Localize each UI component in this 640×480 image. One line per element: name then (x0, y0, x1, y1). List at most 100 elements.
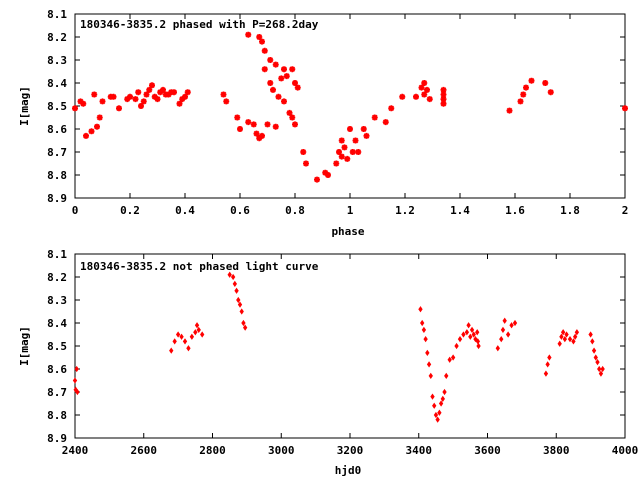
phased-data-point (154, 96, 161, 103)
phased-data-point (421, 91, 428, 98)
phased-y-tick-label: 8.1 (47, 8, 67, 21)
phased-data-point (338, 153, 345, 160)
unphased-data-point (545, 361, 550, 368)
phased-data-point (426, 96, 433, 103)
unphased-data-point (598, 370, 604, 377)
phased-x-tick-label: 0.2 (120, 204, 140, 217)
phased-data-point (256, 34, 263, 40)
unphased-x-tick-label: 2800 (199, 444, 226, 457)
phased-data-point (261, 66, 268, 73)
phased-data-point (140, 98, 147, 105)
phased-data-point (547, 89, 554, 96)
unphased-data-point (567, 335, 573, 343)
phased-data-point (264, 121, 271, 128)
unphased-data-point (559, 333, 564, 340)
phased-data-point (94, 123, 100, 130)
phased-data-point (440, 91, 447, 98)
unphased-data-point (466, 322, 471, 329)
unphased-data-point (75, 388, 80, 396)
unphased-data-point (560, 329, 566, 336)
phased-data-point (272, 123, 279, 130)
unphased-data-point (236, 296, 241, 304)
unphased-light-curve-panel: 180346-3835.2 not phased light curve hjd… (18, 248, 638, 477)
unphased-data-point (444, 372, 449, 380)
phased-data-point (91, 91, 98, 98)
phased-y-tick-label: 8.2 (47, 31, 67, 44)
phased-y-tick-label: 8.8 (47, 169, 67, 182)
unphased-y-tick-label: 8.8 (47, 409, 67, 422)
unphased-data-point (500, 326, 506, 334)
unphased-data-point (588, 331, 593, 338)
unphased-chart-title: 180346-3835.2 not phased light curve (80, 260, 319, 273)
phased-data-point (165, 91, 172, 98)
phased-data-point (261, 47, 268, 54)
phased-data-point (135, 89, 142, 96)
unphased-data-point (471, 331, 476, 338)
phased-data-point (283, 73, 290, 80)
unphased-x-tick-label: 3800 (543, 444, 570, 457)
phased-data-point (363, 132, 370, 139)
unphased-x-tick-label: 3000 (268, 444, 295, 457)
phased-data-point (322, 169, 329, 176)
phased-data-point (360, 126, 367, 132)
phased-data-point (220, 91, 227, 98)
phased-data-point (146, 86, 153, 93)
phased-data-point (336, 149, 342, 155)
phased-data-point (267, 57, 274, 63)
phased-data-point (83, 132, 89, 139)
phased-data-point (520, 91, 527, 98)
phased-data-point (289, 114, 296, 121)
phased-data-point (371, 114, 378, 121)
phased-x-tick-label: 1.2 (395, 204, 415, 217)
phased-data-point (528, 77, 535, 84)
unphased-data-point (590, 338, 595, 345)
phased-data-point (292, 80, 298, 86)
phased-data-point (542, 80, 549, 86)
phased-data-point (176, 100, 183, 107)
unphased-y-tick-label: 8.3 (47, 294, 67, 307)
phased-data-point (267, 80, 274, 86)
phased-x-tick-label: 1.6 (505, 204, 525, 217)
phased-data-point (116, 105, 122, 112)
unphased-data-point (438, 400, 444, 407)
unphased-data-point (502, 317, 507, 324)
unphased-data-point (505, 331, 511, 338)
phased-data-point (80, 100, 87, 107)
phased-data-point (96, 114, 103, 121)
unphased-y-tick-label: 8.6 (47, 363, 67, 376)
phased-data-point (149, 82, 155, 89)
unphased-data-point (457, 335, 463, 343)
phased-x-axis-label: phase (331, 225, 364, 238)
unphased-data-point (571, 338, 576, 345)
phased-data-point (132, 96, 139, 103)
unphased-data-point (196, 326, 201, 334)
unphased-y-tick-label: 8.1 (47, 248, 67, 261)
unphased-y-tick-label: 8.4 (47, 317, 67, 330)
unphased-data-point (454, 342, 459, 350)
unphased-x-tick-label: 2600 (131, 444, 158, 457)
unphased-data-point (469, 326, 475, 334)
phased-data-point (110, 93, 117, 100)
phased-x-tick-label: 1.4 (450, 204, 470, 217)
phased-data-point (143, 91, 150, 98)
unphased-data-point (461, 331, 466, 338)
unphased-data-point (572, 333, 578, 340)
phased-data-point (506, 107, 513, 114)
phased-x-tick-label: 1.8 (560, 204, 580, 217)
unphased-data-point (241, 319, 246, 327)
phased-data-point (179, 96, 186, 103)
unphased-x-tick-label: 3600 (474, 444, 501, 457)
unphased-data-point (193, 329, 198, 336)
phased-y-tick-label: 8.7 (47, 146, 67, 159)
unphased-data-point (509, 322, 514, 329)
phased-data-point (418, 84, 425, 91)
phased-data-point (440, 100, 447, 107)
unphased-data-point (200, 331, 205, 338)
unphased-data-point (420, 319, 425, 327)
unphased-data-point (169, 347, 174, 354)
phased-data-point (517, 98, 524, 105)
unphased-data-point (234, 287, 239, 294)
unphased-x-axis-label: hjd0 (335, 464, 362, 477)
phased-data-point (341, 144, 348, 151)
